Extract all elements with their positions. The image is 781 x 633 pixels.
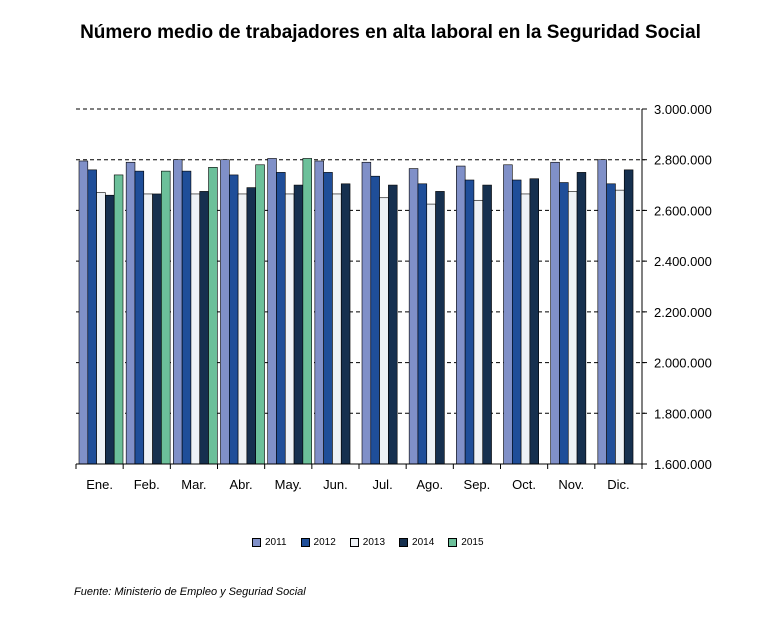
bar-2014: [623, 169, 634, 465]
bar-2011: [361, 161, 372, 465]
bar-2013: [567, 191, 578, 465]
chart-title: Número medio de trabajadores en alta lab…: [80, 22, 701, 43]
y-tick-label: 2.600.000: [654, 203, 712, 218]
bar-2012: [134, 170, 145, 465]
bar-2011: [78, 160, 89, 465]
bar-2013: [237, 193, 248, 465]
legend-swatch: [448, 538, 458, 547]
source-note: Fuente: Ministerio de Empleo y Seguriad …: [74, 586, 306, 598]
bar-2012: [229, 174, 239, 465]
bar-2011: [125, 161, 136, 465]
bar-2015: [302, 158, 312, 465]
legend-item: 2011: [252, 537, 287, 548]
legend-item: 2014: [399, 537, 434, 548]
bar-2014: [576, 172, 587, 465]
x-tick-label: Abr.: [230, 477, 253, 492]
legend-label: 2014: [412, 537, 435, 548]
bar-2013: [473, 199, 484, 465]
bar-2014: [293, 184, 304, 465]
bar-2013: [332, 193, 342, 465]
legend-label: 2012: [313, 537, 336, 548]
bar-2012: [464, 179, 475, 465]
bar-2014: [105, 194, 115, 465]
bar-2012: [606, 183, 616, 465]
bar-2014: [435, 191, 445, 465]
bar-2011: [597, 159, 607, 465]
y-tick-label: 2.000.000: [654, 356, 712, 371]
bar-2015: [255, 164, 265, 465]
bar-2014: [388, 184, 398, 465]
bar-2011: [550, 161, 560, 465]
legend-label: 2015: [461, 537, 484, 548]
bar-2013: [615, 189, 625, 465]
x-tick-label: Sep.: [464, 477, 491, 492]
bar-2014: [340, 183, 351, 465]
bar-2011: [408, 168, 419, 465]
y-tick-label: 2.400.000: [654, 254, 712, 269]
bar-2012: [323, 172, 333, 465]
x-tick-label: Feb.: [134, 477, 160, 492]
bar-2014: [246, 187, 256, 465]
y-tick-label: 3.000.000: [654, 102, 712, 117]
bar-2012: [417, 183, 428, 465]
x-tick-label: Nov.: [558, 477, 584, 492]
legend-label: 2013: [362, 537, 386, 548]
bar-2013: [190, 193, 201, 465]
x-tick-label: Jul.: [372, 477, 392, 492]
legend-swatch: [300, 538, 310, 547]
legend-item: 2012: [300, 537, 336, 548]
x-tick-label: May.: [275, 477, 302, 492]
legend-label: 2011: [265, 537, 287, 548]
bar-2014: [152, 193, 162, 465]
y-tick-label: 2.200.000: [654, 305, 712, 320]
x-tick-label: Dic.: [607, 477, 629, 492]
bar-2013: [143, 193, 153, 465]
bar-2013: [379, 197, 389, 465]
bar-2015: [161, 170, 171, 465]
bar-2014: [199, 191, 209, 465]
x-tick-label: Ago.: [416, 477, 443, 492]
bar-2013: [520, 193, 531, 465]
y-tick-label: 1.800.000: [654, 406, 712, 421]
bar-2015: [208, 167, 218, 465]
y-tick-label: 1.600.000: [654, 457, 712, 472]
legend-swatch: [399, 538, 409, 547]
bar-2011: [220, 159, 230, 465]
bar-2014: [482, 184, 492, 465]
x-tick-label: Ene.: [86, 477, 113, 492]
bar-2011: [503, 164, 513, 465]
bar-2012: [511, 179, 522, 465]
bar-2012: [276, 172, 286, 465]
bar-2011: [314, 160, 324, 465]
bar-2012: [181, 170, 192, 465]
bar-2012: [87, 169, 97, 465]
x-tick-label: Jun.: [323, 477, 348, 492]
legend-item: 2015: [448, 537, 484, 548]
bar-2013: [426, 203, 436, 465]
bar-2012: [370, 175, 380, 465]
y-tick-label: 2.800.000: [654, 153, 712, 168]
legend-swatch: [252, 538, 261, 547]
x-tick-label: Mar.: [181, 477, 206, 492]
bar-2013: [284, 193, 295, 465]
bar-2011: [173, 159, 183, 465]
bar-2015: [113, 174, 124, 465]
bar-2011: [267, 158, 277, 465]
bar-2011: [456, 165, 466, 465]
bar-2012: [559, 182, 569, 465]
bar-2014: [529, 178, 540, 465]
bar-2013: [96, 192, 106, 465]
legend-item: 2013: [349, 537, 386, 548]
x-tick-label: Oct.: [512, 477, 536, 492]
legend-swatch: [349, 538, 359, 547]
chart-legend: 2011 2012 2013 2014 2015: [252, 537, 484, 548]
